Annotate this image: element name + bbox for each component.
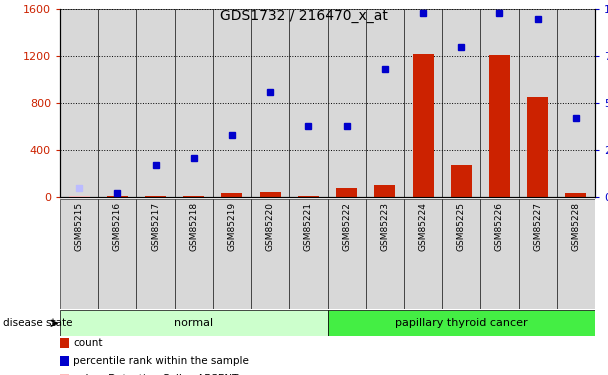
Bar bbox=[366, 9, 404, 197]
Bar bbox=[251, 9, 289, 197]
Text: disease state: disease state bbox=[3, 318, 72, 328]
Bar bbox=[136, 199, 174, 309]
Text: papillary thyroid cancer: papillary thyroid cancer bbox=[395, 318, 528, 328]
Bar bbox=[442, 199, 480, 309]
Bar bbox=[328, 9, 366, 197]
Bar bbox=[260, 192, 281, 197]
Bar bbox=[328, 199, 366, 309]
Bar bbox=[213, 199, 251, 309]
Text: GSM85224: GSM85224 bbox=[418, 202, 427, 251]
Text: percentile rank within the sample: percentile rank within the sample bbox=[73, 356, 249, 366]
Bar bbox=[480, 9, 519, 197]
Bar bbox=[251, 199, 289, 309]
Text: GSM85225: GSM85225 bbox=[457, 202, 466, 251]
Bar bbox=[404, 199, 442, 309]
Bar bbox=[60, 199, 98, 309]
Bar bbox=[451, 165, 472, 197]
Bar bbox=[366, 199, 404, 309]
Text: GSM85221: GSM85221 bbox=[304, 202, 313, 251]
Bar bbox=[557, 9, 595, 197]
Bar bbox=[298, 196, 319, 197]
Bar bbox=[145, 196, 166, 197]
Bar bbox=[174, 9, 213, 197]
Bar bbox=[519, 9, 557, 197]
Bar bbox=[412, 54, 434, 197]
Text: normal: normal bbox=[174, 318, 213, 328]
Bar bbox=[442, 9, 480, 197]
Text: GSM85220: GSM85220 bbox=[266, 202, 275, 251]
Bar bbox=[98, 199, 136, 309]
Text: GSM85223: GSM85223 bbox=[381, 202, 389, 251]
Bar bbox=[183, 196, 204, 197]
Bar bbox=[527, 97, 548, 197]
Text: count: count bbox=[73, 338, 103, 348]
Bar bbox=[519, 199, 557, 309]
Text: GSM85222: GSM85222 bbox=[342, 202, 351, 251]
Bar bbox=[557, 199, 595, 309]
Bar bbox=[174, 199, 213, 309]
Bar bbox=[375, 185, 395, 197]
Bar bbox=[60, 9, 98, 197]
Text: GSM85216: GSM85216 bbox=[113, 202, 122, 251]
Bar bbox=[107, 196, 128, 197]
Text: GSM85226: GSM85226 bbox=[495, 202, 504, 251]
Bar bbox=[213, 9, 251, 197]
Bar bbox=[328, 310, 595, 336]
Text: GDS1732 / 216470_x_at: GDS1732 / 216470_x_at bbox=[220, 9, 388, 23]
Bar bbox=[221, 194, 243, 197]
Bar bbox=[489, 55, 510, 197]
Bar bbox=[480, 199, 519, 309]
Bar bbox=[136, 9, 174, 197]
Text: GSM85219: GSM85219 bbox=[227, 202, 237, 251]
Bar bbox=[98, 9, 136, 197]
Bar bbox=[404, 9, 442, 197]
Text: GSM85217: GSM85217 bbox=[151, 202, 160, 251]
Text: GSM85227: GSM85227 bbox=[533, 202, 542, 251]
Bar bbox=[289, 9, 328, 197]
Bar bbox=[336, 188, 357, 197]
Text: GSM85215: GSM85215 bbox=[75, 202, 84, 251]
Bar bbox=[60, 310, 328, 336]
Bar bbox=[289, 199, 328, 309]
Text: GSM85228: GSM85228 bbox=[572, 202, 581, 251]
Bar bbox=[69, 196, 89, 197]
Text: value, Detection Call = ABSENT: value, Detection Call = ABSENT bbox=[73, 374, 238, 375]
Bar bbox=[565, 194, 586, 197]
Text: GSM85218: GSM85218 bbox=[189, 202, 198, 251]
